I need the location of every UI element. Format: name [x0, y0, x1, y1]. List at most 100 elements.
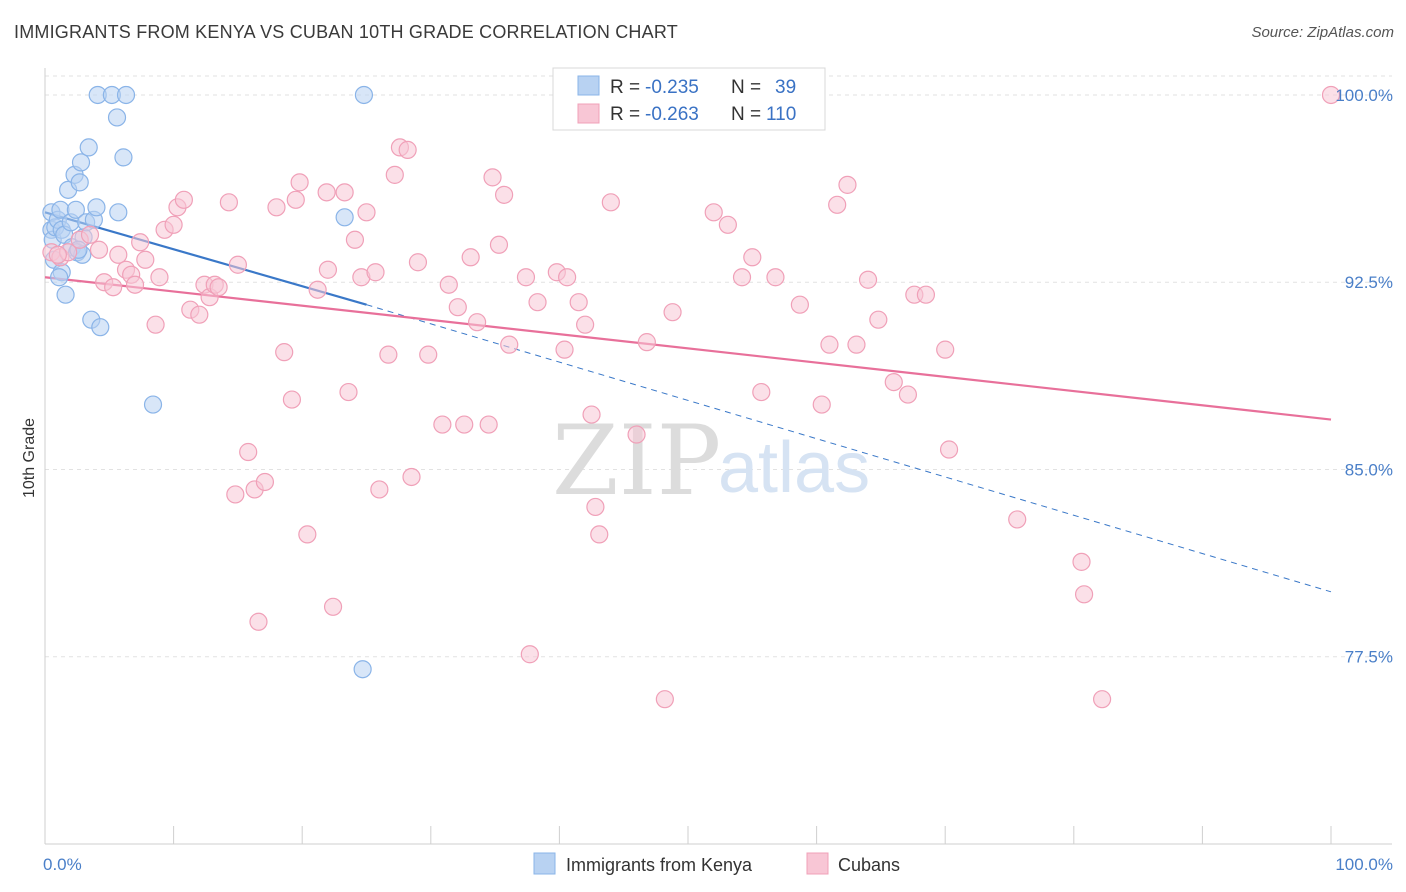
point-cubans-26 — [219, 193, 238, 212]
point-cubans-44 — [339, 382, 358, 402]
y-tick-labels: 100.0% 92.5% 85.0% 77.5% — [1335, 86, 1393, 667]
point-cubans-66 — [489, 235, 509, 254]
x-tick-label-1: 100.0% — [1335, 855, 1393, 874]
point-cubans-75 — [576, 315, 595, 334]
y-tick-label-0: 100.0% — [1335, 86, 1393, 105]
point-cubans-42 — [323, 597, 343, 616]
point-cubans-106 — [1074, 585, 1094, 604]
point-cubans-59 — [448, 298, 467, 317]
bottom-legend-kenya: Immigrants from Kenya — [566, 855, 753, 875]
point-kenya-32 — [143, 395, 163, 414]
point-cubans-61 — [461, 248, 480, 267]
point-kenya-30 — [114, 148, 133, 167]
point-kenya-21 — [79, 138, 98, 157]
bottom-legend-swatch-cubans — [806, 852, 829, 875]
point-cubans-47 — [357, 203, 376, 222]
point-cubans-19 — [174, 190, 193, 209]
bottom-legend: Immigrants from Kenya Cubans — [533, 852, 900, 875]
legend-n-label-2: N = — [731, 104, 761, 125]
point-cubans-17 — [164, 215, 183, 234]
point-cubans-63 — [479, 415, 498, 434]
point-kenya-35 — [353, 660, 372, 679]
point-cubans-103 — [939, 440, 959, 459]
point-cubans-97 — [869, 310, 888, 329]
point-cubans-41 — [318, 260, 338, 279]
point-cubans-107 — [1092, 690, 1112, 709]
point-cubans-80 — [627, 425, 646, 444]
point-cubans-28 — [226, 485, 245, 504]
point-cubans-87 — [743, 248, 762, 267]
point-cubans-12 — [131, 233, 150, 252]
point-cubans-79 — [601, 193, 620, 212]
point-kenya-14 — [66, 200, 85, 219]
point-cubans-92 — [820, 335, 839, 354]
point-cubans-108 — [1321, 85, 1341, 105]
point-cubans-86 — [732, 268, 752, 287]
legend-n-value-1: 39 — [775, 77, 796, 98]
x-tick-labels: 0.0% 100.0% — [43, 855, 1393, 874]
point-cubans-83 — [663, 303, 682, 322]
point-cubans-72 — [558, 268, 577, 287]
point-cubans-5 — [89, 240, 109, 259]
point-cubans-89 — [766, 268, 785, 287]
legend-r-value-1: -0.235 — [645, 77, 699, 98]
legend-r-label-1: R = — [610, 77, 640, 98]
point-cubans-58 — [439, 275, 458, 294]
chart-title: IMMIGRANTS FROM KENYA VS CUBAN 10TH GRAD… — [14, 22, 678, 42]
point-cubans-25 — [209, 278, 228, 297]
point-cubans-4 — [80, 225, 100, 244]
y-axis-label: 10th Grade — [21, 418, 38, 498]
point-cubans-67 — [500, 335, 519, 354]
point-cubans-69 — [520, 645, 539, 664]
point-cubans-102 — [936, 340, 955, 359]
point-cubans-81 — [637, 333, 656, 352]
bottom-legend-swatch-kenya — [533, 852, 556, 875]
point-cubans-31 — [249, 612, 268, 631]
point-cubans-27 — [228, 255, 247, 274]
point-kenya-37 — [50, 268, 69, 287]
point-cubans-21 — [190, 305, 209, 324]
legend-n-value-2: 110 — [766, 104, 796, 125]
point-cubans-34 — [275, 343, 294, 362]
point-cubans-60 — [455, 415, 474, 434]
point-cubans-14 — [146, 315, 165, 334]
point-cubans-85 — [718, 215, 737, 234]
axes — [44, 68, 1392, 845]
point-kenya-24 — [87, 198, 106, 217]
legend-r-label-2: R = — [610, 104, 640, 125]
point-cubans-76 — [586, 497, 605, 517]
point-kenya-28 — [116, 85, 136, 105]
point-kenya-29 — [107, 108, 127, 127]
point-cubans-15 — [150, 268, 169, 287]
point-cubans-105 — [1072, 552, 1091, 571]
point-kenya-34 — [354, 85, 374, 105]
point-cubans-11 — [125, 275, 145, 294]
point-cubans-33 — [267, 198, 286, 217]
point-cubans-51 — [385, 165, 404, 184]
point-cubans-99 — [898, 385, 918, 404]
point-kenya-33 — [335, 208, 354, 227]
point-cubans-54 — [402, 467, 421, 487]
trend-line-kenya-extension — [366, 304, 1332, 593]
point-cubans-73 — [555, 340, 574, 359]
legend-swatch-kenya — [577, 75, 600, 96]
point-cubans-93 — [828, 195, 847, 214]
legend-box: R = -0.235 N = 39 R = -0.263 N = 110 — [552, 67, 826, 131]
legend-n-label-1: N = — [731, 77, 761, 98]
point-cubans-77 — [582, 405, 601, 424]
bottom-legend-cubans: Cubans — [838, 855, 900, 875]
point-cubans-74 — [569, 293, 588, 312]
point-cubans-78 — [590, 525, 609, 544]
point-cubans-39 — [308, 280, 327, 299]
point-cubans-57 — [433, 415, 452, 434]
point-cubans-56 — [419, 345, 438, 364]
point-cubans-45 — [345, 230, 365, 249]
watermark-zip: ZIP — [552, 405, 721, 517]
point-cubans-82 — [655, 690, 674, 709]
point-kenya-31 — [109, 203, 128, 222]
point-kenya-25 — [91, 318, 110, 337]
point-cubans-70 — [528, 293, 547, 312]
point-cubans-29 — [239, 442, 258, 462]
trend-line-cubans — [44, 276, 1332, 421]
point-cubans-49 — [370, 480, 389, 499]
